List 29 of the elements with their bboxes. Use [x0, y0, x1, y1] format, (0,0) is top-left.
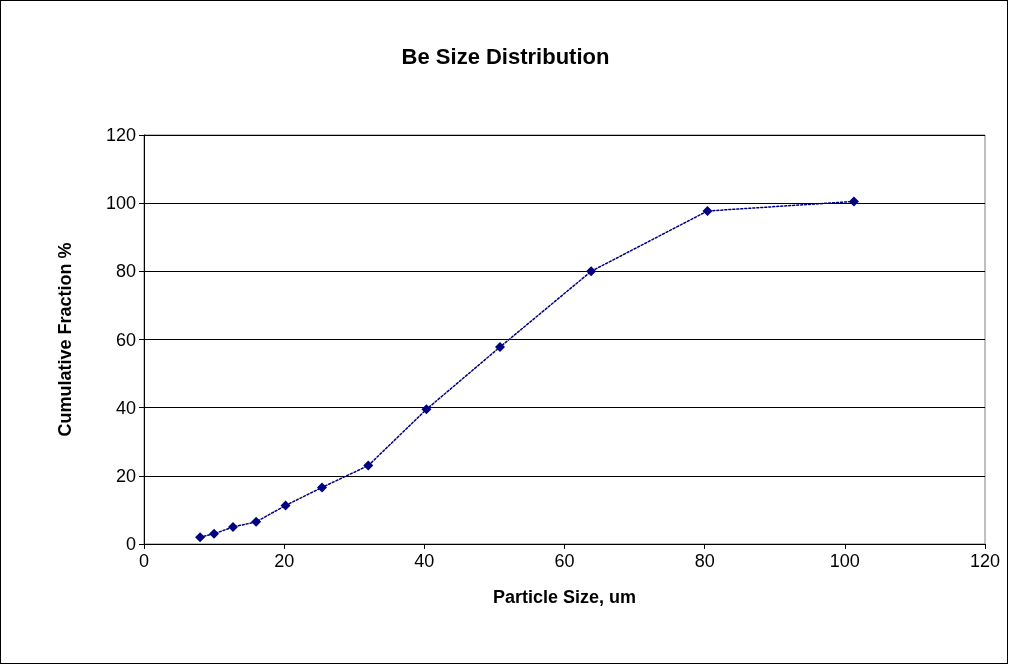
point [363, 460, 374, 471]
point [228, 521, 239, 532]
point [702, 206, 713, 217]
y-tick-label: 40 [115, 397, 136, 418]
y-tick-label: 0 [125, 534, 136, 554]
point [421, 404, 432, 415]
y-tick-label: 80 [115, 261, 136, 282]
point [317, 482, 328, 493]
point [280, 500, 291, 511]
x-tick-label: 60 [554, 551, 575, 571]
y-tick-label: 120 [105, 125, 136, 145]
x-axis-title: Particle Size, um [492, 587, 637, 607]
x-tick-label: 0 [138, 551, 150, 571]
y-axis-title: Cumulative Fraction % [55, 242, 75, 437]
x-tick-label: 80 [694, 551, 715, 571]
point [209, 528, 220, 539]
point [586, 266, 597, 277]
x-tick-label: 100 [829, 551, 860, 571]
x-tick-label: 20 [274, 551, 295, 571]
point [195, 532, 206, 543]
point [495, 342, 506, 352]
x-tick-label: 40 [414, 551, 435, 571]
x-tick-label: 120 [969, 551, 1001, 571]
point [848, 196, 859, 207]
point [251, 516, 262, 527]
y-tick-label: 60 [115, 329, 136, 350]
chart-title: Be Size Distribution [401, 43, 610, 69]
y-tick-label: 20 [115, 465, 136, 486]
y-tick-label: 100 [105, 193, 136, 214]
